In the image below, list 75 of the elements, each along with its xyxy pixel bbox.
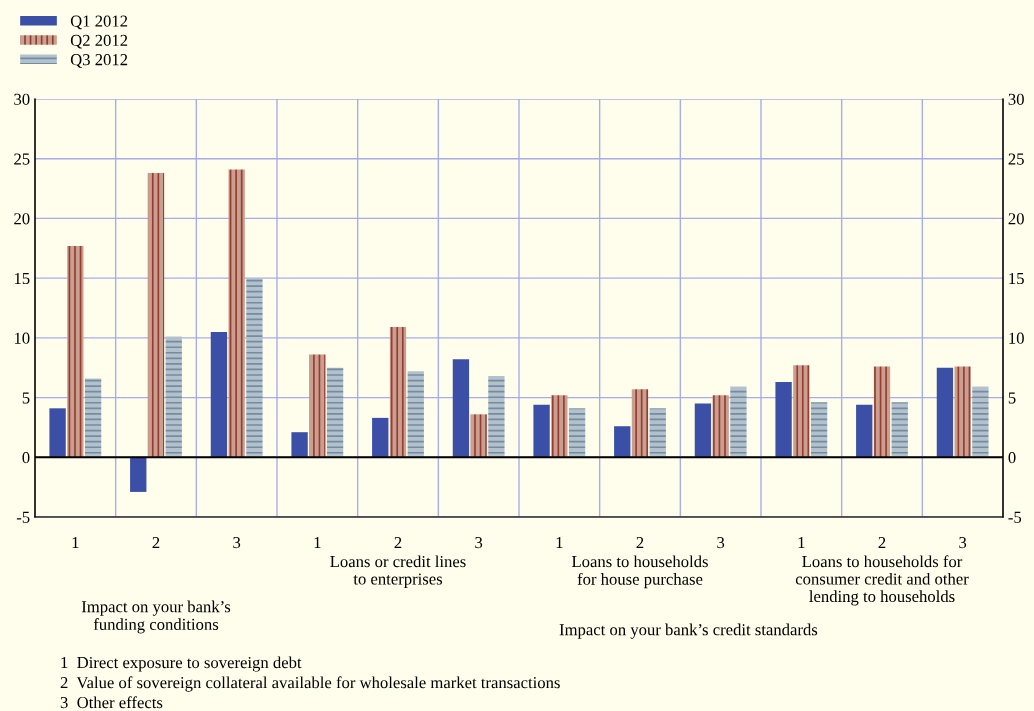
- bar: [694, 403, 712, 458]
- bar: [614, 426, 631, 458]
- y-tick-label: -5: [16, 511, 30, 523]
- x-tick-label: 3: [717, 536, 725, 549]
- bar: [631, 389, 649, 458]
- y-tick-label: 5: [22, 392, 30, 404]
- bar: [873, 366, 891, 458]
- bar: [309, 354, 326, 458]
- y-tick-label: 0: [22, 451, 30, 464]
- text: Loans to households for consumer credit and other lending to households: [795, 555, 969, 606]
- y2-tick-label: 25: [1008, 153, 1024, 165]
- y-tick-label: 10: [14, 332, 30, 344]
- bar: [67, 245, 84, 458]
- bar: [551, 395, 568, 458]
- bar: [210, 331, 228, 458]
- bar: [326, 367, 344, 458]
- bar: [775, 382, 792, 458]
- bar: [147, 173, 165, 458]
- y2-tick-label: -5: [1008, 511, 1022, 523]
- bar: [291, 432, 308, 458]
- bar: [49, 408, 66, 458]
- bar: [936, 367, 954, 458]
- bar: [452, 359, 470, 458]
- text: 3 Other effects: [60, 696, 163, 709]
- text: 1 Direct exposure to sovereign debt: [61, 656, 302, 672]
- bar: [228, 169, 245, 458]
- bar: [891, 402, 908, 458]
- x-tick-label: 1: [314, 537, 321, 549]
- x-tick-label: 1: [72, 537, 79, 549]
- legend-label: Q1 2012: [70, 15, 128, 30]
- x-tick-label: 3: [475, 536, 483, 549]
- text: 2 Value of sovereign collateral available for wholesale market transactions: [60, 676, 560, 692]
- text: Loans or credit lines to enterprises: [330, 555, 466, 588]
- bar: [712, 395, 729, 458]
- bar: [954, 366, 971, 458]
- x-tick-label: 1: [798, 537, 805, 549]
- x-tick-label: 3: [233, 536, 241, 549]
- bar: [793, 365, 810, 458]
- bar: [856, 404, 873, 458]
- y2-tick-label: 30: [1008, 93, 1024, 105]
- text: Impact on your bank’s funding conditions: [81, 600, 231, 634]
- bar: [165, 336, 182, 458]
- y2-tick-label: 10: [1009, 332, 1024, 344]
- bar: [972, 386, 989, 458]
- bar: [488, 376, 505, 458]
- bar: [407, 371, 424, 458]
- x-tick-label: 2: [152, 536, 160, 549]
- text: Impact on your bank’s credit standards: [559, 623, 818, 639]
- bar: [470, 414, 487, 458]
- x-tick-label: 1: [556, 537, 563, 549]
- bar: [730, 386, 747, 458]
- y-tick-label: 20: [14, 213, 30, 225]
- x-tick-label: 2: [878, 536, 886, 549]
- y2-tick-label: 15: [1009, 272, 1024, 285]
- y-tick-label: 25: [14, 153, 30, 165]
- bar: [568, 408, 586, 458]
- legend-label: Q2 2012: [70, 34, 128, 49]
- y2-tick-label: 5: [1008, 392, 1016, 404]
- x-tick-label: 2: [394, 536, 402, 549]
- bar: [130, 457, 147, 492]
- bar: [810, 402, 828, 458]
- legend-label: Q3 2012: [70, 54, 128, 68]
- x-tick-label: 3: [959, 536, 967, 549]
- bar: [372, 417, 389, 458]
- bar: [246, 278, 263, 458]
- y-tick-label: 15: [14, 272, 30, 285]
- y-tick-label: 30: [14, 93, 30, 105]
- x-tick-label: 2: [636, 536, 644, 549]
- text: Loans to households for house purchase: [571, 555, 708, 589]
- y2-tick-label: 20: [1008, 213, 1024, 225]
- bar: [389, 327, 407, 458]
- y2-tick-label: 0: [1008, 451, 1016, 464]
- bar: [649, 408, 666, 458]
- bar: [84, 378, 102, 458]
- bar: [533, 404, 550, 458]
